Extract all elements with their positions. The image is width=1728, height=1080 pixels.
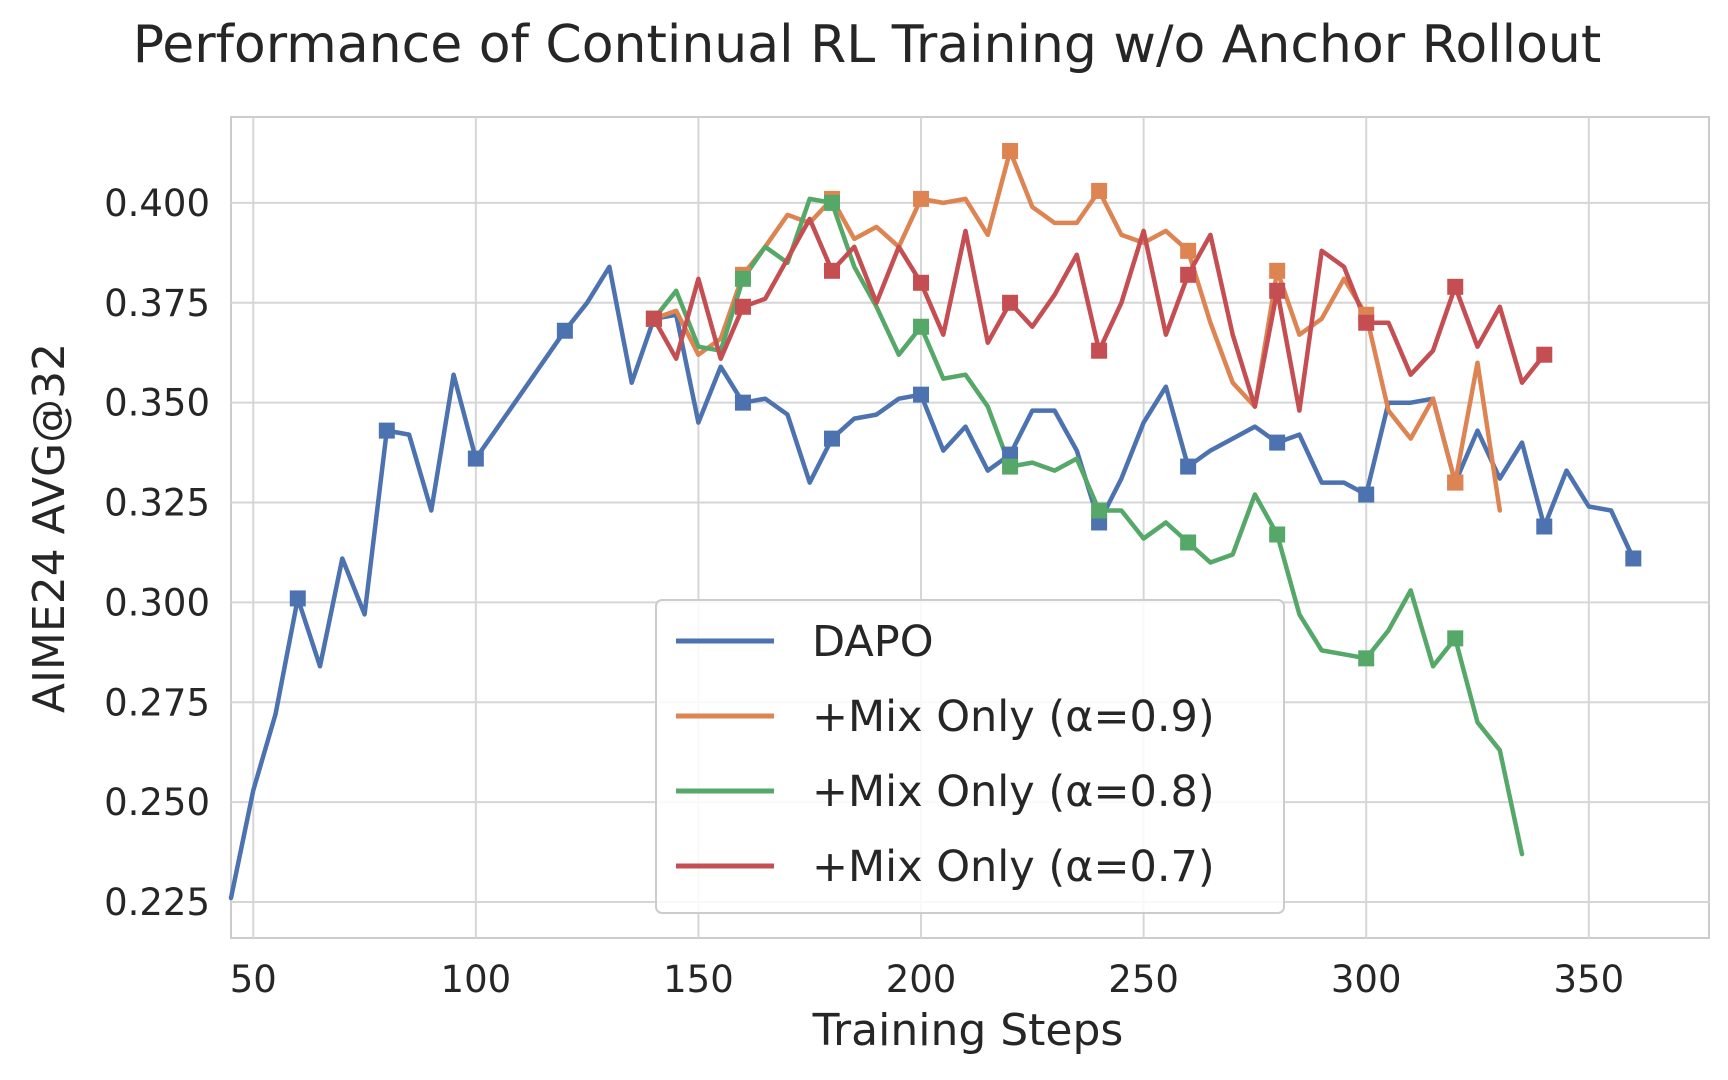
y-tick-label: 0.400 [104,182,210,225]
x-tick-label: 50 [230,958,277,1001]
data-point-3 [734,270,751,287]
y-tick-label: 0.225 [104,881,210,924]
y-tick-label: 0.250 [104,781,210,824]
data-point-1 [823,430,840,447]
data-point-4 [645,310,662,327]
y-tick-label: 0.375 [104,282,210,325]
series-line-3 [651,196,1525,857]
x-tick-label: 250 [1108,958,1179,1001]
data-point-4 [823,262,840,279]
x-tick-label: 350 [1553,958,1624,1001]
x-tick-label: 300 [1331,958,1402,1001]
y-tick-label: 0.350 [104,382,210,425]
data-point-2 [1002,142,1019,159]
legend-label: +Mix Only (α=0.8) [812,767,1215,817]
data-point-1 [289,590,306,607]
y-tick-label: 0.275 [104,681,210,724]
data-point-3 [1002,458,1019,475]
data-point-4 [1358,314,1375,331]
y-tick-label: 0.325 [104,482,210,525]
data-point-2 [1091,182,1108,199]
data-point-4 [1536,346,1553,363]
y-tick-label: 0.300 [104,581,210,624]
data-point-3 [823,194,840,211]
series-markers [289,142,1642,667]
axis-ticks: 50 100 150 200 250 300 350 0.225 0.250 0.275 0.300… [104,182,1624,1001]
x-tick-label: 200 [886,958,957,1001]
legend-label: DAPO [812,617,934,667]
legend: DAPO +Mix Only (α=0.9) +Mix Only (α=0.8) +M… [655,599,1285,914]
data-point-4 [913,274,930,291]
x-axis-label: Training Steps [812,1005,1124,1056]
data-point-2 [1269,262,1286,279]
legend-label: +Mix Only (α=0.7) [812,842,1215,892]
data-point-3 [913,318,930,335]
data-point-1 [1625,550,1642,567]
data-point-1 [1358,486,1375,503]
data-point-4 [1269,282,1286,299]
data-point-1 [1536,518,1553,535]
legend-box [655,599,1285,914]
data-point-1 [734,394,751,411]
data-point-4 [1180,266,1197,283]
data-point-4 [1002,294,1019,311]
x-tick-label: 100 [441,958,512,1001]
data-point-1 [556,322,573,339]
data-point-1 [467,450,484,467]
data-point-3 [1269,526,1286,543]
data-point-1 [378,422,395,439]
data-point-1 [1269,434,1286,451]
data-point-4 [734,298,751,315]
data-point-2 [1447,474,1464,491]
data-point-2 [1180,242,1197,259]
data-point-2 [913,190,930,207]
x-tick-label: 150 [663,958,734,1001]
data-point-1 [1180,458,1197,475]
data-point-4 [1447,278,1464,295]
series-line-1 [228,264,1636,901]
data-point-3 [1447,630,1464,647]
data-point-4 [1091,342,1108,359]
data-point-3 [1091,502,1108,519]
data-point-3 [1180,534,1197,551]
legend-label: +Mix Only (α=0.9) [812,692,1215,742]
chart-title: Performance of Continual RL Training w/o… [133,15,1602,75]
y-axis-label: AIME24 AVG@32 [24,343,75,713]
data-point-3 [1358,650,1375,667]
data-point-1 [913,386,930,403]
